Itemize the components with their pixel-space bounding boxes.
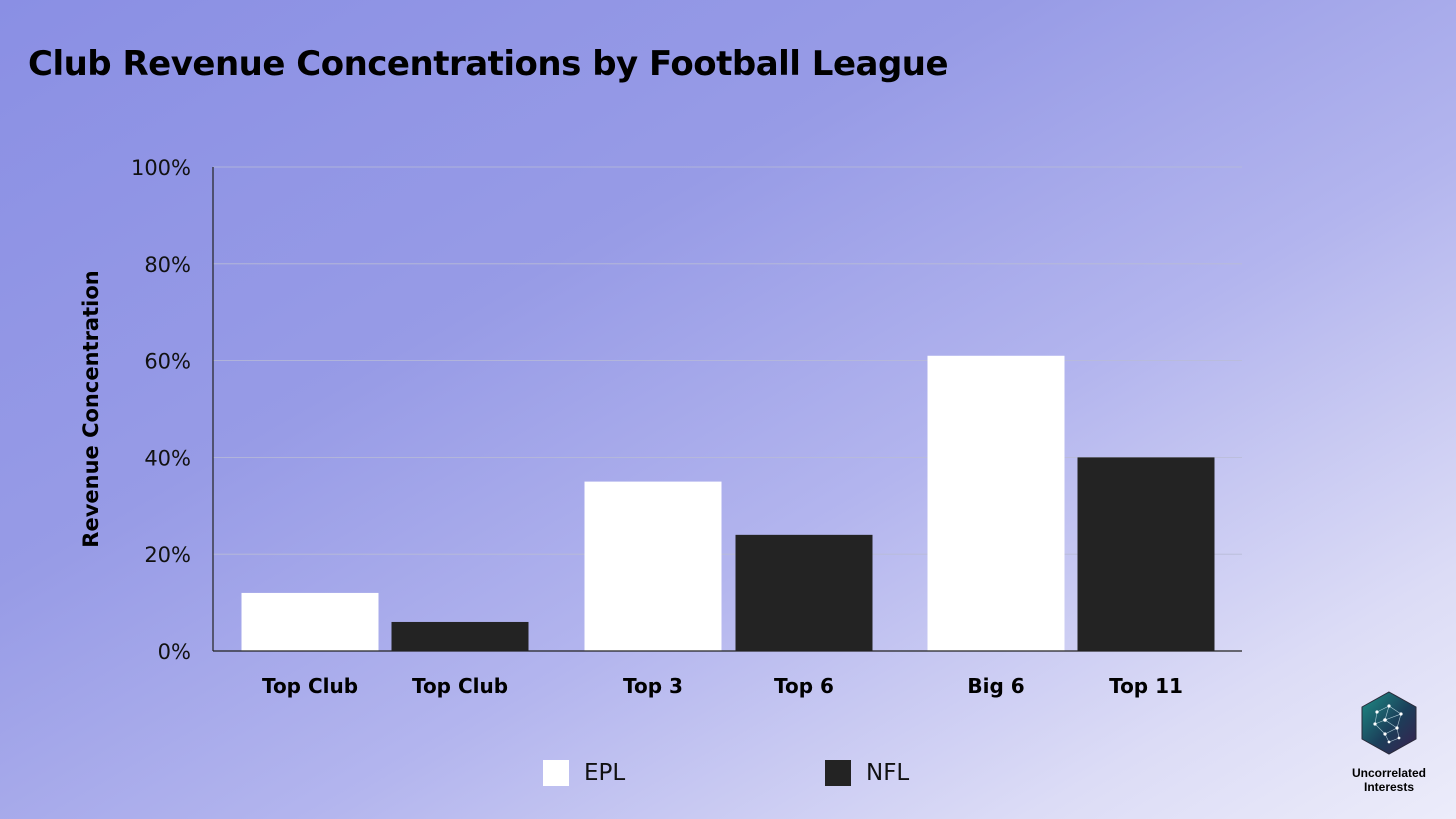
x-category-label: Top 6 [774,674,834,698]
category-labels: Top Club Top Club Top 3 Top 6 Big 6 Top 11 [262,674,1183,698]
x-category-label: Big 6 [967,674,1024,698]
brand-name-line1: Uncorrelated [1351,766,1427,780]
legend-item-epl: EPL [543,760,625,786]
y-tick-label: 0% [158,640,191,664]
x-category-label: Top 11 [1109,674,1183,698]
gridlines [213,166,1242,555]
y-tick-label: 80% [144,253,191,277]
brand-name: Uncorrelated Interests [1349,766,1429,794]
legend-label-nfl: NFL [866,760,910,786]
y-tick-label: 20% [144,543,191,567]
legend-swatch-epl [543,760,569,786]
y-axis-label: Revenue Concentration [79,270,103,547]
y-tick-label: 60% [144,350,191,374]
y-tick-label: 40% [144,446,191,470]
bars [241,355,1215,651]
y-tick-labels: 0% 20% 40% 60% 80% 100% [131,156,191,664]
x-category-label: Top 3 [623,674,683,698]
legend-label-epl: EPL [584,760,626,786]
brand-logo: Uncorrelated Interests [1349,690,1429,794]
brand-name-line2: Interests [1363,780,1415,794]
bar-epl-top-club [241,592,379,651]
bar-epl-top-3 [584,481,722,651]
legend-item-nfl: NFL [825,760,909,786]
bar-nfl-top-club [391,621,529,651]
network-hexagon-icon [1361,691,1417,755]
bar-nfl-top-11 [1077,457,1215,651]
chart-title: Club Revenue Concentrations by Football … [28,44,949,84]
y-tick-label: 100% [131,156,191,180]
x-category-label: Top Club [262,674,358,698]
bar-nfl-top-6 [735,534,873,651]
x-category-label: Top Club [412,674,508,698]
bar-epl-big-6 [927,355,1065,651]
legend-swatch-nfl [825,760,851,786]
